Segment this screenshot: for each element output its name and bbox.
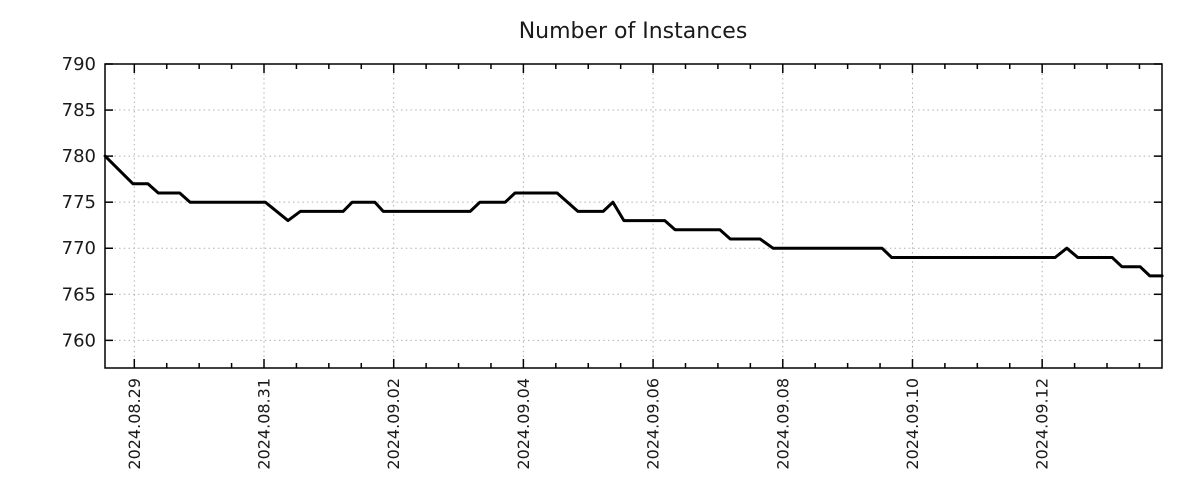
y-tick-label: 765 bbox=[62, 284, 96, 305]
x-tick-label: 2024.09.06 bbox=[644, 378, 663, 470]
y-tick-label: 780 bbox=[62, 146, 96, 167]
y-tick-label: 760 bbox=[62, 330, 96, 351]
x-tick-label: 2024.08.31 bbox=[255, 378, 274, 470]
x-tick-label: 2024.09.10 bbox=[903, 378, 922, 470]
x-tick-label: 2024.09.12 bbox=[1033, 378, 1052, 470]
x-tick-label: 2024.08.29 bbox=[125, 378, 144, 470]
y-tick-label: 775 bbox=[62, 192, 96, 213]
chart-title: Number of Instances bbox=[519, 19, 748, 44]
y-tick-label: 790 bbox=[62, 54, 96, 75]
plot-area: 2024.08.29 2024.08.31 2024.09.02 2024.09.04… bbox=[62, 54, 1164, 470]
data-line bbox=[103, 154, 1164, 278]
x-tick-label: 2024.09.02 bbox=[384, 378, 403, 470]
x-tick-label: 2024.09.08 bbox=[773, 378, 792, 470]
y-tick-label: 770 bbox=[62, 238, 96, 259]
x-tick-label: 2024.09.04 bbox=[514, 378, 533, 470]
plot-frame bbox=[104, 63, 1163, 369]
y-tick-label: 785 bbox=[62, 100, 96, 121]
